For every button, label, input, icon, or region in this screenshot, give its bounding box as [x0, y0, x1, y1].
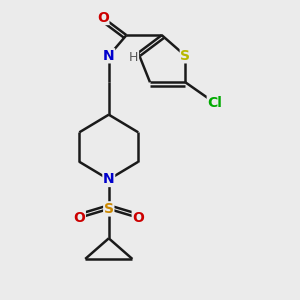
Text: Cl: Cl	[207, 96, 222, 110]
Text: N: N	[103, 172, 115, 186]
Text: N: N	[103, 49, 115, 63]
Text: O: O	[132, 211, 144, 225]
Text: S: S	[104, 202, 114, 216]
Text: O: O	[97, 11, 109, 25]
Text: O: O	[74, 211, 85, 225]
Text: H: H	[129, 51, 139, 64]
Text: S: S	[180, 49, 190, 63]
